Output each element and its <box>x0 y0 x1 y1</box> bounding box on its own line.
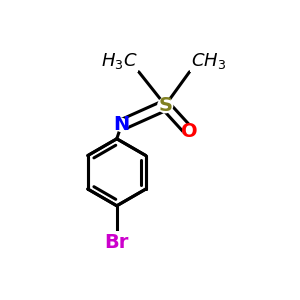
Text: $CH_3$: $CH_3$ <box>191 51 226 70</box>
Text: $H_3C$: $H_3C$ <box>101 51 138 70</box>
Circle shape <box>158 98 173 113</box>
Text: N: N <box>113 116 130 134</box>
Text: Br: Br <box>105 233 129 252</box>
Circle shape <box>115 118 128 131</box>
Circle shape <box>183 125 196 138</box>
Text: S: S <box>158 96 172 115</box>
Text: O: O <box>181 122 198 141</box>
